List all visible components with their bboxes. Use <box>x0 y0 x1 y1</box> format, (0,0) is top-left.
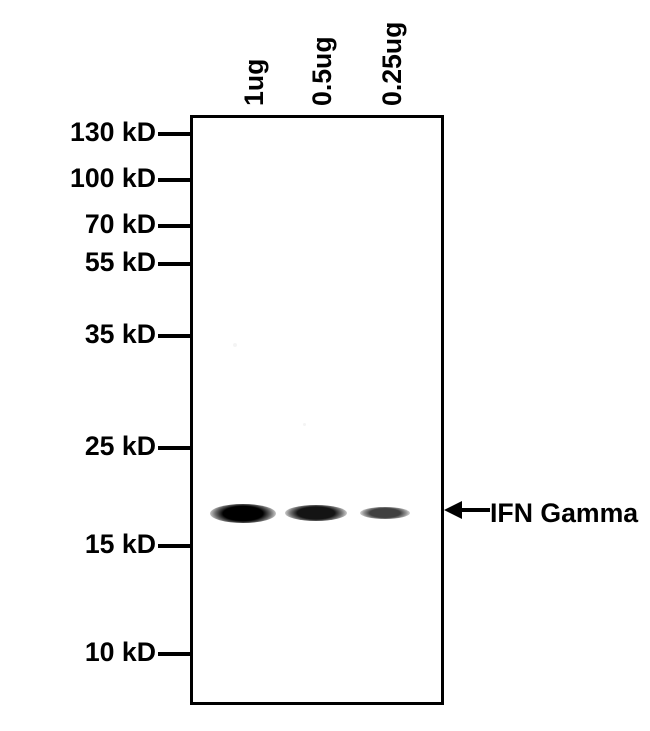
mw-marker-label: 25 kD <box>85 431 156 462</box>
mw-marker-tick <box>158 178 190 182</box>
figure-canvas: 130 kD 100 kD 70 kD 55 kD 35 kD 25 kD 15 kD 10 … <box>0 0 650 731</box>
mw-marker-label: 10 kD <box>85 637 156 668</box>
mw-marker-tick <box>158 652 190 656</box>
membrane-speck <box>233 343 237 347</box>
target-arrow-line <box>462 508 490 512</box>
lane-label: 0.5ug <box>307 36 338 106</box>
mw-marker-label: 130 kD <box>70 117 156 148</box>
mw-marker-label: 100 kD <box>70 163 156 194</box>
mw-marker-label: 35 kD <box>85 319 156 350</box>
mw-marker-tick <box>158 544 190 548</box>
blot-membrane <box>190 115 444 705</box>
mw-marker-tick <box>158 262 190 266</box>
mw-marker-label: 70 kD <box>85 209 156 240</box>
target-arrow-head-icon <box>444 501 462 519</box>
membrane-speck <box>303 423 306 426</box>
western-band <box>360 507 410 519</box>
mw-marker-tick <box>158 132 190 136</box>
lane-label: 0.25ug <box>377 22 408 106</box>
western-band <box>285 505 347 521</box>
mw-marker-tick <box>158 224 190 228</box>
mw-marker-tick <box>158 334 190 338</box>
mw-marker-tick <box>158 446 190 450</box>
mw-marker-label: 15 kD <box>85 529 156 560</box>
lane-label: 1ug <box>239 59 270 106</box>
target-protein-label: IFN Gamma <box>490 498 638 529</box>
western-band <box>210 504 276 523</box>
mw-marker-label: 55 kD <box>85 247 156 278</box>
